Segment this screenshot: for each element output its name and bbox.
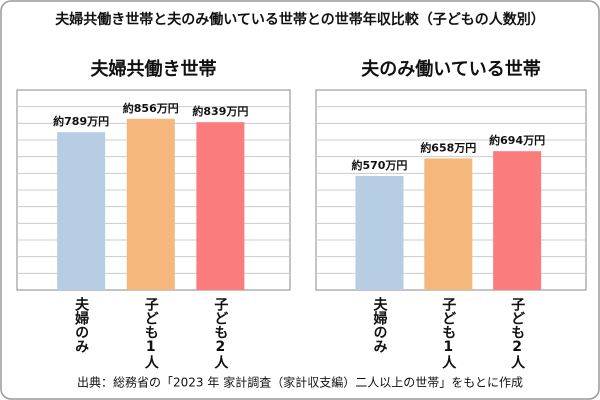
x-tick-label: 子ども1人 <box>143 297 159 369</box>
bar <box>196 122 245 290</box>
x-tick-label: 夫婦のみ <box>371 296 388 353</box>
x-tick-label: 子ども2人 <box>509 297 525 369</box>
bar <box>355 176 404 290</box>
x-tick-label: 夫婦のみ <box>73 296 90 353</box>
value-label: 約694万円 <box>489 133 545 147</box>
value-label: 約839万円 <box>192 104 248 118</box>
value-label: 約856万円 <box>123 101 179 115</box>
value-label: 約789万円 <box>53 114 109 128</box>
chart-title: 夫婦共働き世帯 <box>91 58 217 80</box>
value-label: 約570万円 <box>351 158 407 172</box>
bar <box>424 158 473 290</box>
x-tick-label: 子ども2人 <box>212 297 228 369</box>
source: 出典：総務省の「2023 年 家計調査（家計収支編）二人以上の世帯」をもとに作成 <box>77 375 523 390</box>
chart-title: 夫のみ働いている世帯 <box>361 58 540 80</box>
bar <box>57 132 106 290</box>
bar <box>493 151 542 290</box>
bar <box>126 118 175 290</box>
page-title: 夫婦共働き世帯と夫のみ働いている世帯との世帯年収比較（子どもの人数別） <box>55 11 544 28</box>
value-label: 約658万円 <box>420 140 476 154</box>
x-tick-label: 子ども1人 <box>440 297 456 369</box>
